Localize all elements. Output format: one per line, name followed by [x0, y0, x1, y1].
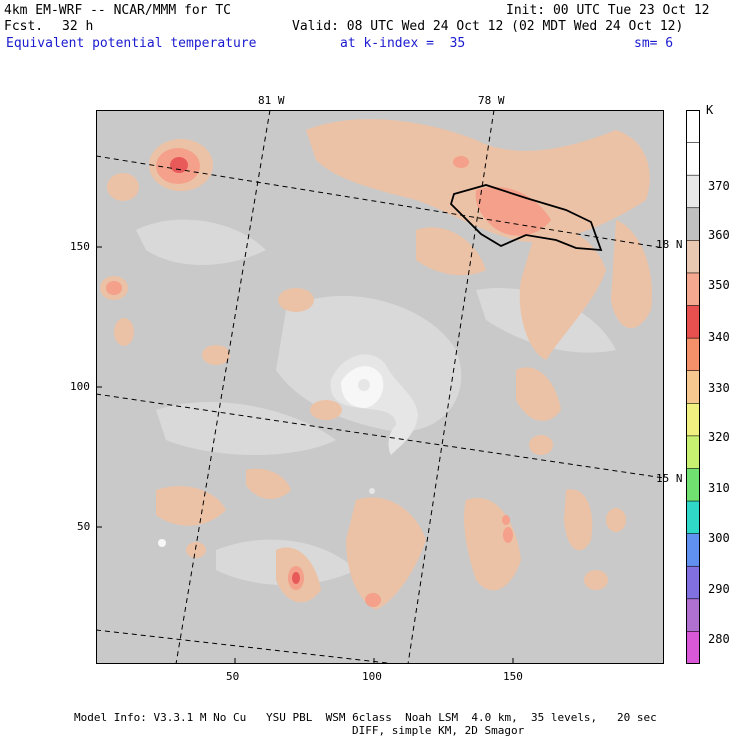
- graticule: [96, 110, 664, 664]
- x-tick-50: 50: [226, 670, 240, 683]
- colorbar-label-350: 350: [708, 278, 730, 292]
- init-time: Init: 00 UTC Tue 23 Oct 12: [506, 3, 710, 18]
- colorbar-cell: [686, 240, 700, 274]
- colorbar-cell: [686, 501, 700, 535]
- model-title: 4km EM-WRF -- NCAR/MMM for TC: [4, 3, 231, 18]
- valid-time: Valid: 08 UTC Wed 24 Oct 12 (02 MDT Wed …: [292, 19, 684, 34]
- colorbar-unit: K: [706, 103, 714, 117]
- colorbar-label-320: 320: [708, 430, 730, 444]
- lat-label-15n: 15 N: [656, 472, 683, 485]
- red-regions: [170, 157, 300, 584]
- colorbar-label-370: 370: [708, 179, 730, 193]
- x-tick-100: 100: [362, 670, 382, 683]
- colorbar-cell: [686, 435, 700, 469]
- meridian-78w: [407, 110, 495, 664]
- y-tick-100: 100: [70, 380, 90, 393]
- colorbar-cell: [686, 338, 700, 372]
- parallel-15n: [96, 393, 664, 479]
- colorbar-label-300: 300: [708, 531, 730, 545]
- tan-regions: [100, 119, 652, 610]
- theta-e-map: [96, 110, 664, 664]
- outlined-region: [449, 184, 603, 252]
- colorbar-label-360: 360: [708, 228, 730, 242]
- colorbar-cell: [686, 175, 700, 209]
- field-name: Equivalent potential temperature: [6, 36, 257, 51]
- lon-label-78w: 78 W: [478, 94, 505, 107]
- colorbar-cell: [686, 305, 700, 339]
- forecast-hour: 32 h: [62, 19, 94, 34]
- colorbar-cell: [686, 207, 700, 241]
- lon-label-81w: 81 W: [258, 94, 285, 107]
- colorbar-label-290: 290: [708, 582, 730, 596]
- y-tick-150: 150: [70, 240, 90, 253]
- colorbar-cell: [686, 598, 700, 632]
- smoothing: sm= 6: [634, 36, 674, 51]
- colorbar-cell: [686, 631, 700, 664]
- colorbar-cell: [686, 142, 700, 176]
- colorbar-cell: [686, 468, 700, 502]
- model-info: Model Info: V3.3.1 M No Cu YSU PBL WSM 6…: [74, 711, 657, 724]
- meridian-81w: [175, 110, 271, 664]
- colorbar: [686, 110, 700, 664]
- colorbar-label-280: 280: [708, 632, 730, 646]
- forecast-label: Fcst.: [4, 19, 44, 34]
- parallel-18n: [96, 155, 664, 249]
- colorbar-label-340: 340: [708, 330, 730, 344]
- storm-core: [158, 354, 418, 547]
- x-tick-150: 150: [503, 670, 523, 683]
- colorbar-cell: [686, 403, 700, 437]
- k-index: at k-index = 35: [340, 36, 466, 51]
- colorbar-cell: [686, 272, 700, 307]
- colorbar-cell: [686, 370, 700, 404]
- colorbar-label-330: 330: [708, 381, 730, 395]
- colorbar-cell: [686, 533, 700, 567]
- colorbar-cell: [686, 110, 700, 144]
- colorbar-label-310: 310: [708, 481, 730, 495]
- lat-label-18n: 18 N: [656, 238, 683, 251]
- y-tick-50: 50: [77, 520, 91, 533]
- model-info-diffusion: DIFF, simple KM, 2D Smagor: [352, 724, 525, 737]
- colorbar-cell: [686, 566, 700, 600]
- map-frame: [96, 110, 664, 664]
